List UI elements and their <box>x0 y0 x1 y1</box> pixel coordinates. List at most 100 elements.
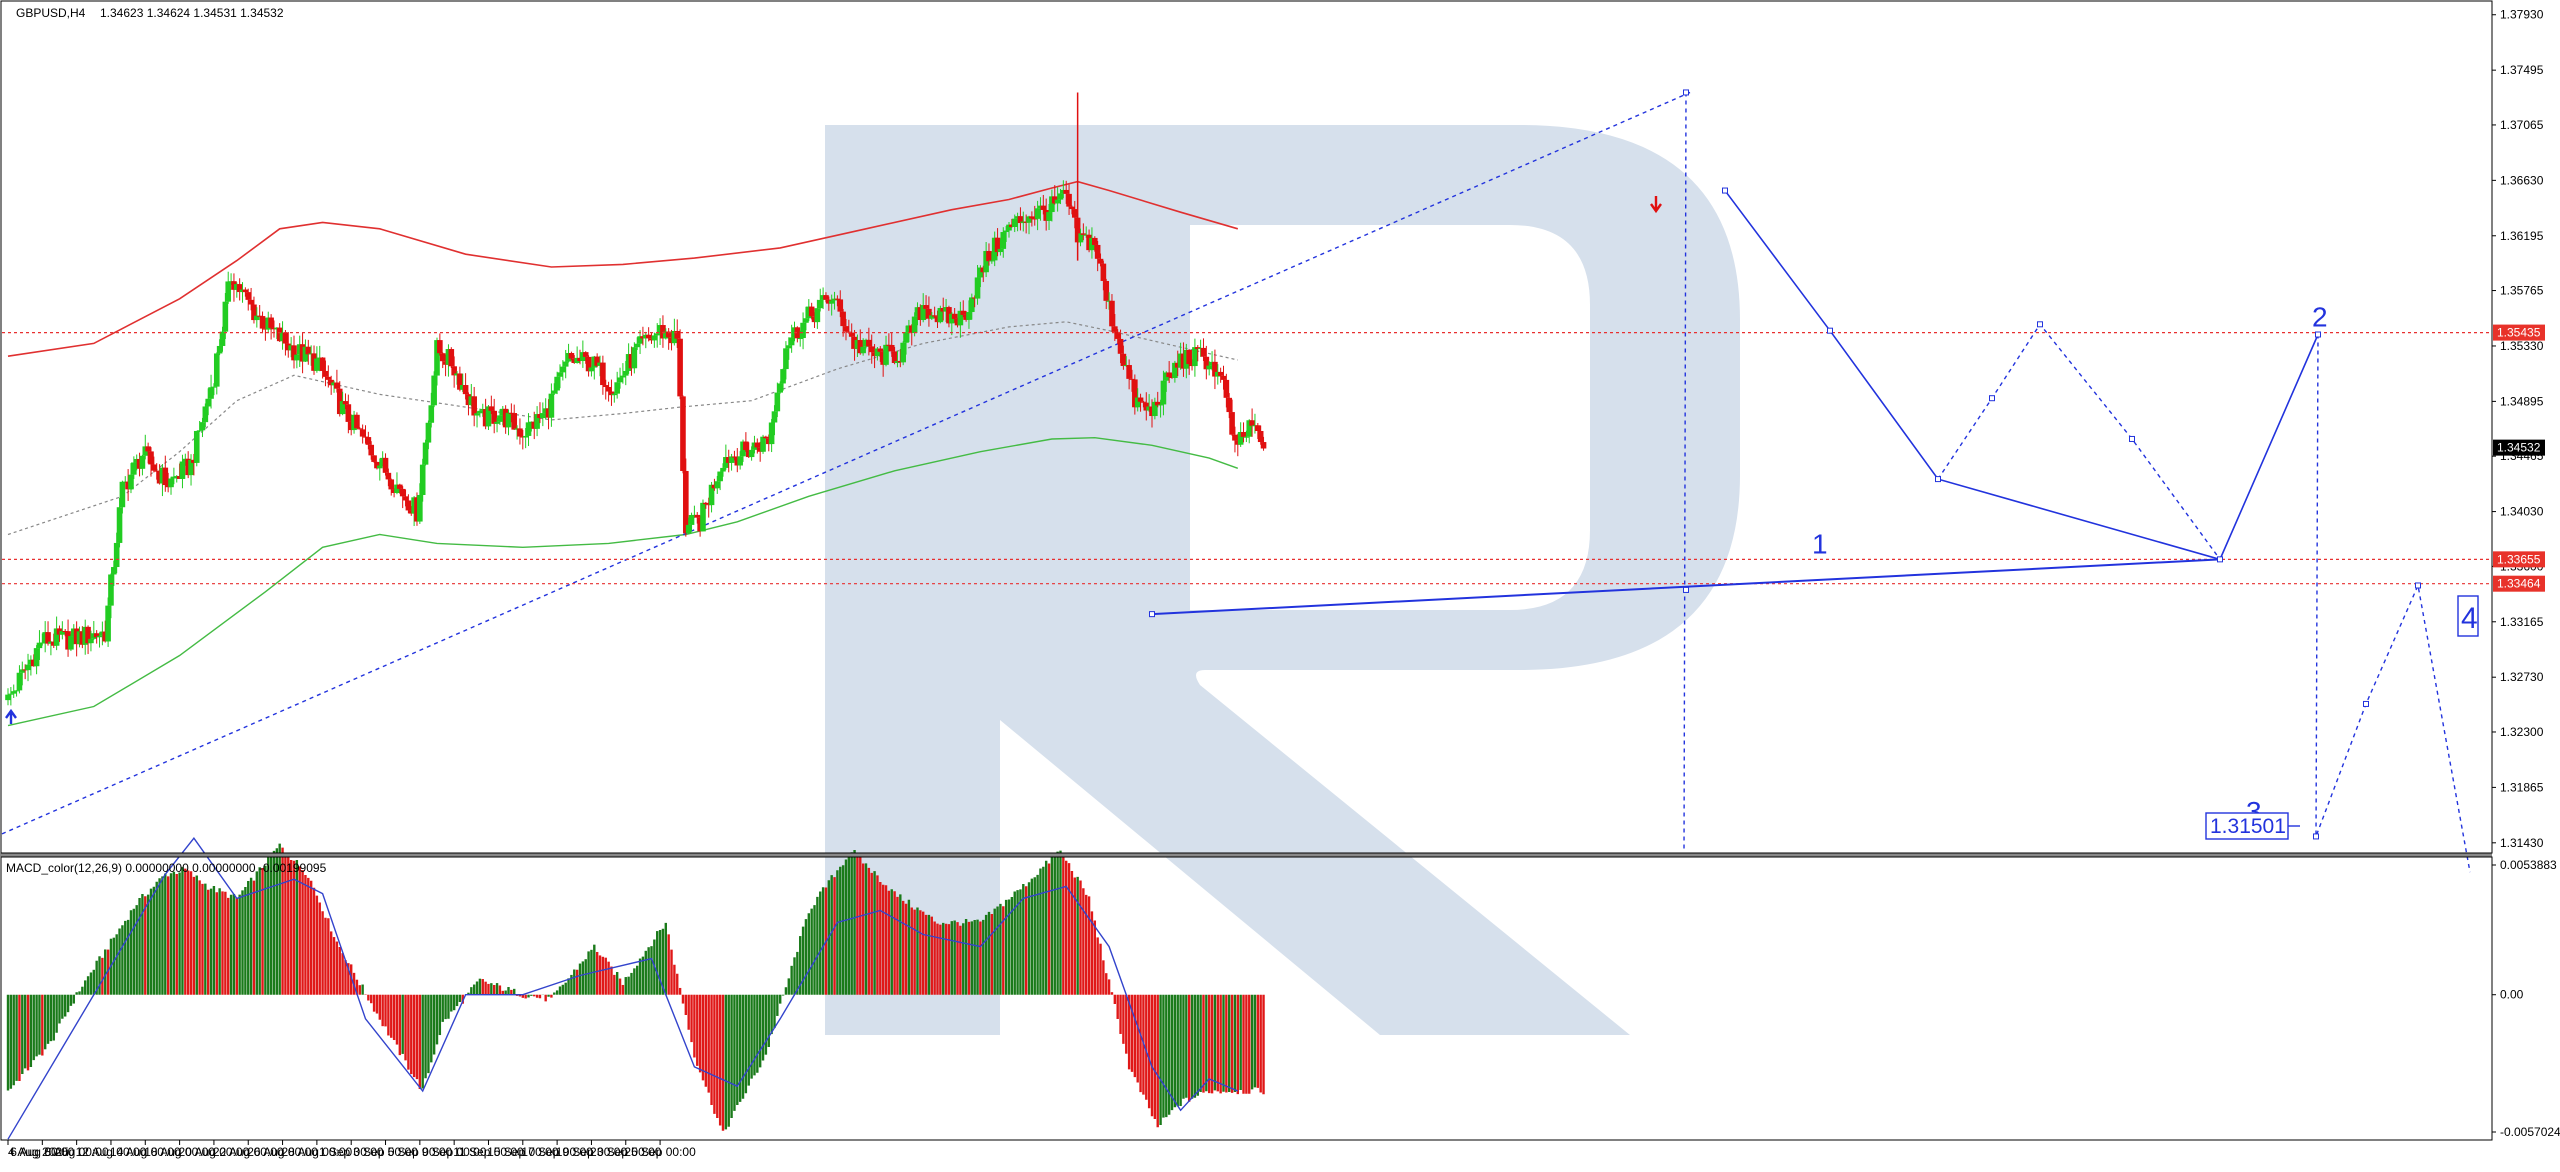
candle <box>728 456 735 463</box>
candle <box>1186 349 1192 365</box>
forecast-node[interactable] <box>1989 395 1995 402</box>
candle <box>488 406 495 411</box>
forecast-node[interactable] <box>2037 321 2043 328</box>
candle <box>1180 353 1187 369</box>
candle <box>677 338 683 397</box>
wave-label-4-box <box>2457 595 2479 637</box>
candle <box>588 367 595 372</box>
candle <box>800 322 806 339</box>
candle <box>302 346 309 362</box>
candle <box>339 401 346 415</box>
candle <box>657 325 663 334</box>
candle <box>605 386 612 392</box>
candle <box>502 408 509 428</box>
candle <box>966 312 972 320</box>
forecast-node[interactable] <box>1683 89 1689 96</box>
forecast-node[interactable] <box>1149 611 1155 618</box>
candle <box>640 336 646 339</box>
candle <box>694 514 701 518</box>
candle <box>65 631 71 650</box>
candle <box>814 308 821 323</box>
candle <box>28 659 34 665</box>
candle <box>1163 372 1170 381</box>
candle <box>39 642 46 644</box>
x-tick-label: 23 Sep 00:00 <box>590 1145 662 1159</box>
candle <box>1214 371 1221 377</box>
candle <box>1154 401 1161 406</box>
candle <box>651 335 658 341</box>
candle <box>193 430 200 463</box>
candle <box>754 442 761 448</box>
forecast-node[interactable] <box>1827 327 1833 334</box>
forecast-node[interactable] <box>1683 586 1689 593</box>
candle <box>963 314 969 320</box>
forecast-support-line <box>1151 558 2221 616</box>
candle <box>1192 347 1198 367</box>
candle <box>977 267 984 278</box>
candle <box>785 345 792 349</box>
forecast-node[interactable] <box>1935 476 1941 483</box>
candle <box>957 310 964 326</box>
candle <box>1260 442 1267 449</box>
candle <box>362 436 369 438</box>
x-tick-label: 11 Sep 00:00 <box>453 1145 524 1159</box>
candle <box>185 458 191 476</box>
candle <box>731 456 738 458</box>
candle <box>943 307 949 312</box>
candle <box>1069 206 1075 210</box>
candle <box>179 461 186 479</box>
forecast-vertical-line <box>1683 92 1687 854</box>
candle <box>365 437 372 445</box>
candle <box>85 626 91 644</box>
candle <box>949 313 955 324</box>
candle <box>685 524 692 534</box>
forecast-node[interactable] <box>2129 435 2135 442</box>
candle <box>437 340 443 354</box>
candle <box>1252 425 1258 427</box>
forecast-node[interactable] <box>2415 582 2421 589</box>
candle <box>156 470 163 484</box>
candle <box>1049 196 1055 213</box>
candle <box>711 484 718 489</box>
candle <box>820 295 826 300</box>
candle <box>245 292 252 300</box>
candle <box>279 332 286 342</box>
forecast-node[interactable] <box>2315 331 2321 338</box>
candle <box>465 394 472 406</box>
macd-y-tick-label: 0.00 <box>2500 988 2524 1002</box>
forecast-node[interactable] <box>2217 556 2223 563</box>
macd-pane[interactable] <box>6 837 1265 1140</box>
forecast-node[interactable] <box>2363 700 2369 707</box>
wave-label-4: 4 <box>2461 602 2478 635</box>
sell-arrow-icon <box>1650 196 1662 214</box>
candle <box>891 351 898 363</box>
candle <box>602 385 609 387</box>
candle <box>242 289 249 293</box>
candle <box>499 408 506 416</box>
candle <box>1226 397 1233 413</box>
x-tick-label: 6 Aug 00:00 <box>10 1145 74 1159</box>
candles-group <box>5 92 1267 706</box>
target-price-box <box>2205 812 2289 840</box>
x-tick-label: 14 Aug 00:00 <box>110 1145 181 1159</box>
current-price-box <box>2493 439 2545 456</box>
candle <box>528 421 535 423</box>
forecast-node[interactable] <box>1722 187 1728 194</box>
candle <box>663 331 669 339</box>
candle <box>342 401 349 405</box>
candle <box>540 413 546 419</box>
candle <box>760 436 766 452</box>
candle <box>30 659 37 667</box>
candle <box>171 476 177 479</box>
candle <box>151 464 157 471</box>
forecast-node[interactable] <box>2313 833 2319 840</box>
candle <box>377 465 383 469</box>
candle <box>1063 189 1069 194</box>
candle <box>374 461 380 469</box>
candle <box>580 352 586 362</box>
candle <box>8 693 14 695</box>
candle <box>336 388 343 415</box>
candle <box>628 354 635 369</box>
